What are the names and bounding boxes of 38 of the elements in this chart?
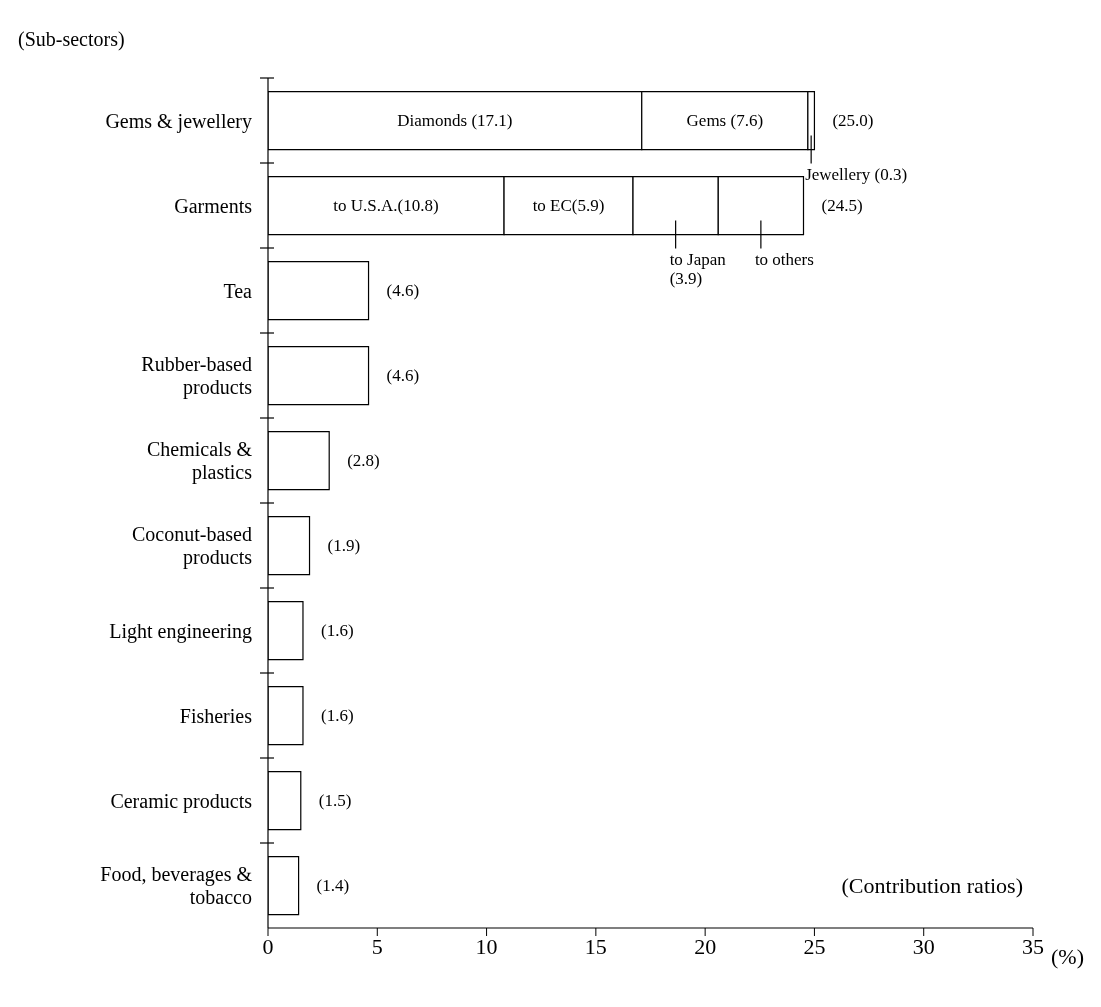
y-axis-title: (Sub-sectors): [18, 28, 125, 51]
total-label: (24.5): [821, 196, 863, 216]
data-label: to Japan (3.9): [669, 249, 727, 288]
x-axis-title: (%): [1051, 944, 1084, 970]
x-tick-label: 0: [262, 933, 274, 959]
data-label: to U.S.A.(10.8): [333, 196, 439, 216]
y-tick-label: Fisheries: [179, 704, 253, 727]
data-label: to others: [754, 249, 814, 269]
y-tick-label: Light engineering: [109, 619, 252, 643]
y-tick-label: Gems & jewellery: [105, 109, 252, 133]
total-label: (4.6): [386, 281, 420, 301]
y-tick-label: Tea: [223, 279, 253, 302]
total-label: (2.8): [347, 451, 380, 471]
x-tick-label: 5: [371, 933, 383, 959]
y-tick-label: Rubber-based products: [141, 353, 253, 399]
x-tick-label: 20: [694, 933, 717, 959]
data-label: Gems (7.6): [686, 111, 764, 131]
total-label: (4.6): [386, 366, 420, 386]
data-label: to EC(5.9): [532, 196, 605, 216]
x-tick-label: 25: [803, 933, 826, 959]
total-label: (1.6): [320, 706, 354, 726]
total-label: (1.4): [316, 876, 350, 896]
total-label: (1.6): [320, 621, 354, 641]
x-tick-label: 15: [584, 933, 607, 959]
x-tick-label: 30: [912, 933, 935, 959]
x-tick-label: 10: [475, 933, 498, 959]
y-tick-label: Coconut-based products: [132, 523, 253, 569]
total-label: (25.0): [832, 111, 874, 131]
data-label: Diamonds (17.1): [397, 111, 513, 131]
data-label: Jewellery (0.3): [805, 164, 908, 184]
y-tick-label: Chemicals & plastics: [147, 438, 253, 484]
y-tick-label: Food, beverages & tobacco: [100, 863, 253, 908]
total-label: (1.5): [318, 791, 352, 811]
y-tick-label: Garments: [174, 194, 253, 217]
x-tick-label: 35: [1022, 933, 1044, 959]
annotation: (Contribution ratios): [841, 873, 1023, 899]
y-tick-label: Ceramic products: [110, 789, 253, 813]
total-label: (1.9): [327, 536, 361, 556]
